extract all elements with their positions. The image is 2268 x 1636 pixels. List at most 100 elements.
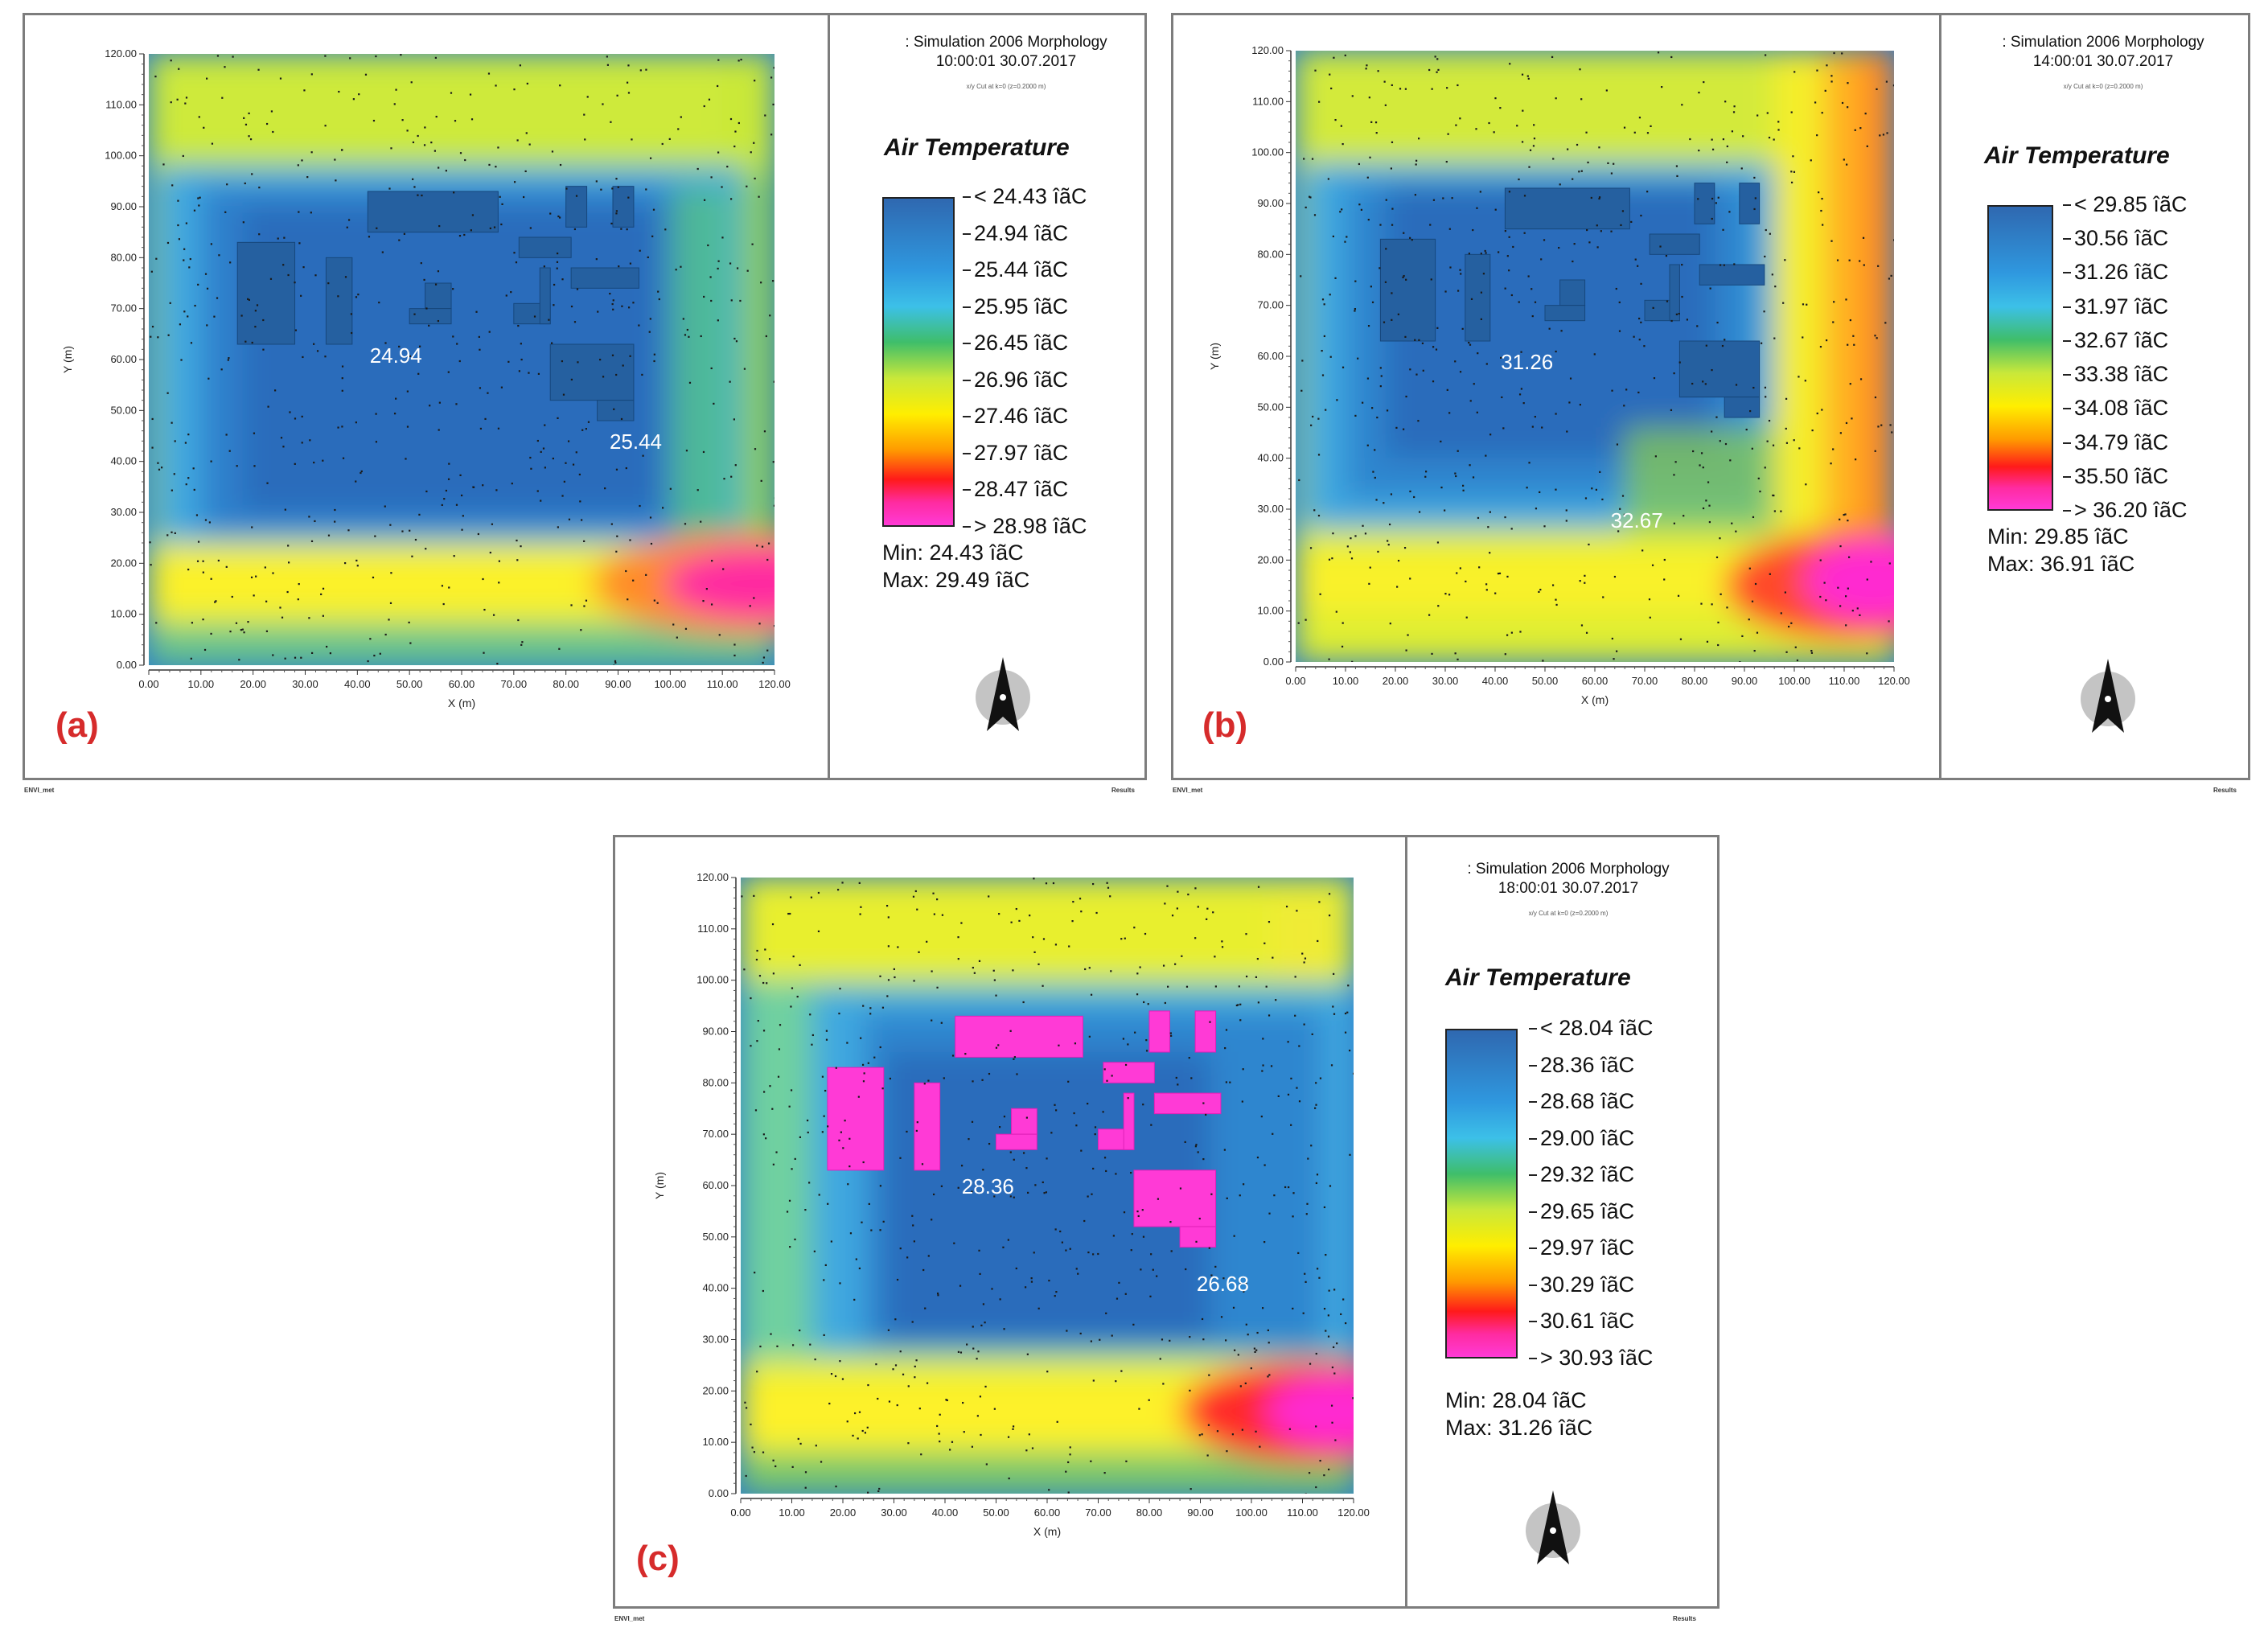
vegetation-point: [1543, 525, 1546, 528]
vegetation-point: [294, 462, 296, 465]
vegetation-point: [1640, 321, 1642, 323]
vegetation-point: [306, 176, 309, 179]
vegetation-point: [228, 450, 231, 452]
vegetation-point: [379, 652, 381, 655]
vegetation-point: [762, 661, 764, 664]
vegetation-point: [976, 1415, 979, 1417]
vegetation-point: [721, 186, 723, 188]
vegetation-point: [1206, 907, 1209, 910]
vegetation-point: [1591, 487, 1593, 490]
vegetation-point: [253, 432, 256, 434]
vegetation-point: [936, 986, 939, 989]
vegetation-point: [357, 294, 360, 296]
vegetation-point: [320, 593, 323, 595]
vegetation-point: [1810, 652, 1814, 654]
vegetation-point: [823, 1115, 825, 1117]
vegetation-point: [1501, 396, 1503, 399]
vegetation-point: [298, 583, 300, 586]
vegetation-point: [1715, 202, 1717, 204]
vegetation-point: [1804, 380, 1806, 382]
vegetation-point: [1055, 1109, 1058, 1112]
vegetation-point: [1002, 1246, 1005, 1248]
vegetation-point: [557, 252, 559, 255]
vegetation-point: [717, 267, 719, 270]
vegetation-point: [1207, 1424, 1210, 1426]
vegetation-point: [1761, 342, 1763, 344]
vegetation-point: [770, 1333, 772, 1335]
vegetation-point: [294, 329, 298, 331]
vegetation-point: [229, 631, 232, 633]
vegetation-point: [1711, 138, 1713, 141]
vegetation-point: [196, 560, 199, 562]
vegetation-point: [510, 291, 512, 294]
vegetation-point: [1149, 1295, 1152, 1297]
vegetation-point: [1340, 1313, 1342, 1316]
vegetation-point: [893, 968, 895, 971]
vegetation-point: [171, 489, 173, 491]
vegetation-point: [926, 940, 928, 943]
vegetation-point: [191, 622, 194, 624]
vegetation-point: [1709, 287, 1711, 290]
vegetation-point: [775, 1151, 778, 1153]
vegetation-point: [1415, 159, 1418, 162]
vegetation-point: [595, 258, 598, 261]
vegetation-point: [1805, 483, 1807, 486]
vegetation-point: [645, 188, 647, 191]
vegetation-point: [839, 1282, 841, 1285]
vegetation-point: [653, 353, 655, 356]
vegetation-point: [1498, 251, 1500, 253]
vegetation-point: [1759, 490, 1761, 493]
vegetation-point: [1742, 135, 1744, 138]
panel-tag: (b): [1202, 705, 1248, 745]
vegetation-point: [1305, 619, 1307, 621]
vegetation-point: [849, 1232, 853, 1235]
vegetation-point: [1067, 1491, 1070, 1494]
vegetation-point: [243, 631, 245, 634]
vegetation-point: [968, 1138, 970, 1141]
vegetation-point: [1065, 1249, 1067, 1252]
vegetation-point: [1620, 224, 1622, 227]
vegetation-point: [772, 280, 774, 282]
vegetation-point: [1344, 1012, 1347, 1015]
legend-label: 35.50 îãC: [2062, 463, 2169, 488]
vegetation-point: [717, 84, 719, 88]
vegetation-point: [243, 117, 245, 119]
vegetation-point: [458, 235, 462, 237]
vegetation-point: [1383, 80, 1386, 83]
vegetation-point: [1105, 1312, 1107, 1314]
vegetation-point: [1349, 1153, 1351, 1156]
vegetation-point: [445, 170, 447, 172]
vegetation-point: [913, 980, 915, 982]
x-tick-label: 70.00: [1632, 675, 1658, 687]
vegetation-point: [998, 913, 1000, 915]
vegetation-point: [1816, 134, 1818, 137]
vegetation-point: [1477, 352, 1479, 355]
building: [996, 1133, 1037, 1150]
vegetation-point: [540, 499, 542, 502]
vegetation-point: [1354, 310, 1356, 312]
vegetation-point: [992, 969, 995, 972]
vegetation-point: [1480, 291, 1483, 294]
vegetation-point: [1297, 622, 1300, 624]
vegetation-point: [1042, 938, 1046, 940]
vegetation-point: [1565, 520, 1567, 522]
vegetation-point: [1290, 1124, 1292, 1126]
x-tick-label: 0.00: [138, 678, 158, 690]
y-tick-label: 110.00: [105, 98, 137, 110]
vegetation-point: [1335, 610, 1337, 613]
vegetation-point: [495, 489, 498, 491]
vegetation-point: [1847, 520, 1849, 522]
vegetation-point: [1103, 1157, 1107, 1159]
vegetation-point: [406, 390, 409, 393]
vegetation-point: [1598, 196, 1601, 199]
vegetation-point: [393, 103, 396, 105]
vegetation-point: [1197, 906, 1199, 908]
vegetation-point: [412, 178, 414, 180]
vegetation-point: [1305, 1213, 1308, 1215]
vegetation-point: [1298, 1045, 1300, 1047]
vegetation-point: [182, 154, 184, 158]
vegetation-point: [1462, 489, 1465, 491]
vegetation-point: [1056, 1420, 1058, 1423]
vegetation-point: [766, 982, 768, 984]
vegetation-point: [1390, 167, 1392, 170]
